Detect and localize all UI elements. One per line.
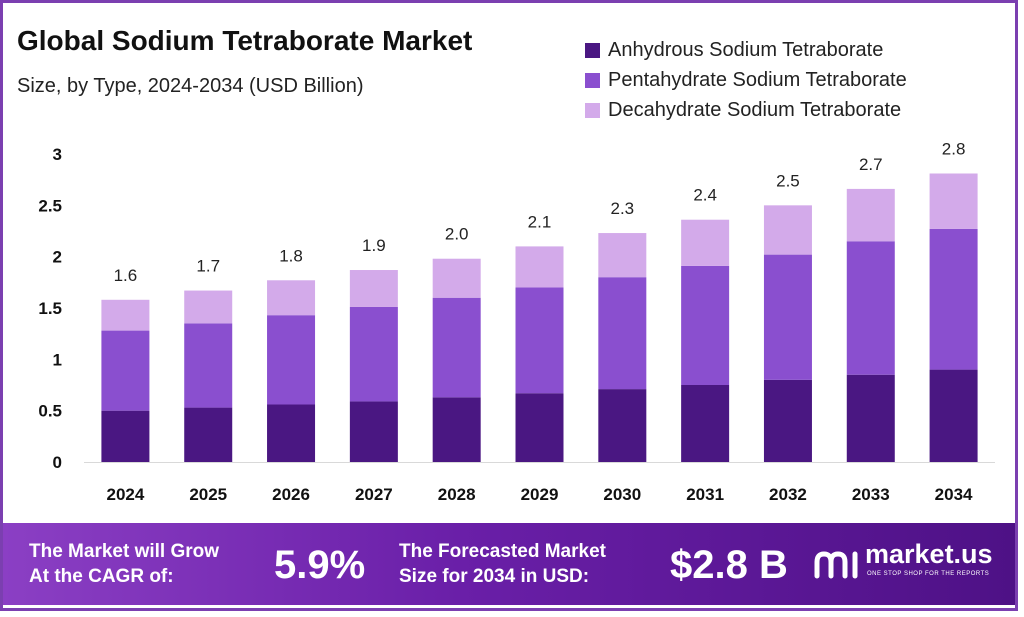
bar-segment-decahydrate (349, 270, 398, 307)
x-tick-label: 2027 (355, 485, 393, 504)
bar-segment-decahydrate (846, 188, 895, 242)
legend-label-decahydrate: Decahydrate Sodium Tetraborate (608, 98, 902, 121)
y-tick-label: 0.5 (38, 402, 62, 421)
bar-segment-anhydrous (101, 410, 150, 462)
x-tick-label: 2030 (603, 485, 641, 504)
bar-segment-decahydrate (598, 233, 647, 278)
legend-swatch-pentahydrate (585, 72, 600, 88)
bar-segment-decahydrate (432, 258, 481, 298)
chart-subtitle: Size, by Type, 2024-2034 (USD Billion) (17, 75, 364, 97)
bar-segment-anhydrous (349, 401, 398, 462)
bar-segment-decahydrate (681, 219, 730, 266)
bar-total-label: 2.3 (610, 199, 634, 218)
stacked-bar-chart: 0 0.5 1 1.5 2 2.5 3 1.6 2024 1.7 2025 1.8 2026 1.9 202… (38, 140, 995, 504)
forecast-caption: The Forecasted Market Size for 2034 in U… (399, 539, 606, 589)
market-us-logo-icon (814, 551, 858, 579)
bar-segment-pentahydrate (101, 330, 150, 411)
legend-item-pentahydrate: Pentahydrate Sodium Tetraborate (585, 65, 907, 95)
bar-total-label: 1.9 (362, 236, 386, 255)
x-tick-label: 2024 (106, 485, 144, 504)
bar-segment-decahydrate (101, 299, 150, 331)
summary-banner: The Market will Grow At the CAGR of: 5.9… (3, 523, 1015, 605)
bar-segment-anhydrous (598, 389, 647, 462)
bar-segment-decahydrate (184, 290, 233, 324)
cagr-caption-line-1: The Market will Grow (29, 541, 220, 562)
bar-segment-pentahydrate (681, 265, 730, 385)
x-tick-label: 2025 (189, 485, 227, 504)
bar-segment-pentahydrate (598, 277, 647, 390)
bar-segment-pentahydrate (846, 241, 895, 375)
cagr-caption: The Market will Grow At the CAGR of: (29, 539, 219, 589)
bar-segment-anhydrous (184, 407, 233, 462)
bar-segment-pentahydrate (515, 287, 564, 394)
bar-total-label: 2.4 (693, 186, 717, 205)
bar-segment-pentahydrate (763, 254, 812, 380)
bar-segment-decahydrate (515, 246, 564, 288)
bar-segment-pentahydrate (267, 315, 316, 405)
x-tick-label: 2033 (852, 485, 890, 504)
y-tick-label: 0 (53, 453, 62, 472)
y-tick-label: 2.5 (38, 196, 62, 215)
x-tick-label: 2034 (935, 485, 973, 504)
brand-tagline: ONE STOP SHOP FOR THE REPORTS (867, 571, 990, 577)
x-tick-label: 2032 (769, 485, 807, 504)
bar-segment-anhydrous (515, 393, 564, 462)
cagr-caption-line-2: At the CAGR of: (29, 566, 174, 587)
bar-segment-pentahydrate (432, 297, 481, 398)
bar-segment-pentahydrate (929, 228, 978, 370)
bar-segment-decahydrate (763, 205, 812, 255)
bar-total-label: 2.7 (859, 155, 883, 174)
legend-label-anhydrous: Anhydrous Sodium Tetraborate (608, 38, 884, 61)
forecast-caption-line-2: Size for 2034 in USD: (399, 566, 590, 587)
y-tick-label: 3 (53, 145, 62, 164)
bar-total-label: 2.1 (528, 212, 552, 231)
bar-total-label: 2.0 (445, 225, 469, 244)
brand-name: market.us (865, 539, 993, 569)
bar-total-label: 2.8 (942, 140, 966, 159)
bar-total-label: 2.5 (776, 171, 800, 190)
legend-swatch-decahydrate (585, 102, 600, 118)
bar-segment-anhydrous (432, 397, 481, 462)
chart-legend: Anhydrous Sodium Tetraborate Pentahydrat… (585, 35, 907, 125)
x-tick-label: 2029 (521, 485, 559, 504)
chart-title: Global Sodium Tetraborate Market (17, 25, 473, 56)
bar-segment-decahydrate (267, 280, 316, 316)
y-tick-label: 1.5 (38, 299, 62, 318)
legend-item-decahydrate: Decahydrate Sodium Tetraborate (585, 95, 907, 125)
x-tick-label: 2026 (272, 485, 310, 504)
forecast-caption-line-1: The Forecasted Market (399, 541, 606, 562)
y-tick-label: 1 (53, 350, 62, 369)
bar-segment-anhydrous (846, 374, 895, 462)
bar-segment-anhydrous (929, 369, 978, 462)
legend-label-pentahydrate: Pentahydrate Sodium Tetraborate (608, 68, 907, 91)
bar-segment-anhydrous (267, 404, 316, 462)
bar-total-label: 1.7 (196, 257, 220, 276)
bar-total-label: 1.8 (279, 246, 303, 265)
bar-segment-pentahydrate (184, 323, 233, 408)
bar-segment-pentahydrate (349, 306, 398, 402)
y-tick-label: 2 (53, 248, 62, 267)
legend-swatch-anhydrous (585, 42, 600, 58)
x-tick-label: 2028 (438, 485, 476, 504)
forecast-value: $2.8 B (670, 543, 788, 587)
legend-item-anhydrous: Anhydrous Sodium Tetraborate (585, 35, 907, 65)
bar-segment-anhydrous (763, 379, 812, 462)
bar-total-label: 1.6 (114, 266, 138, 285)
cagr-value: 5.9% (274, 543, 366, 587)
bar-segment-anhydrous (681, 385, 730, 462)
bar-segment-decahydrate (929, 173, 978, 229)
x-tick-label: 2031 (686, 485, 724, 504)
